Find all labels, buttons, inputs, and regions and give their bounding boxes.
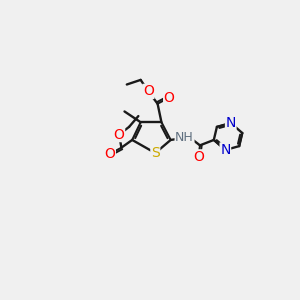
Text: N: N	[220, 143, 230, 157]
Text: O: O	[104, 147, 115, 161]
Text: O: O	[114, 128, 124, 142]
Text: S: S	[151, 146, 160, 160]
Text: NH: NH	[175, 131, 194, 144]
Text: O: O	[143, 84, 154, 98]
Text: O: O	[193, 150, 204, 164]
Text: N: N	[226, 116, 236, 130]
Text: O: O	[164, 91, 175, 105]
